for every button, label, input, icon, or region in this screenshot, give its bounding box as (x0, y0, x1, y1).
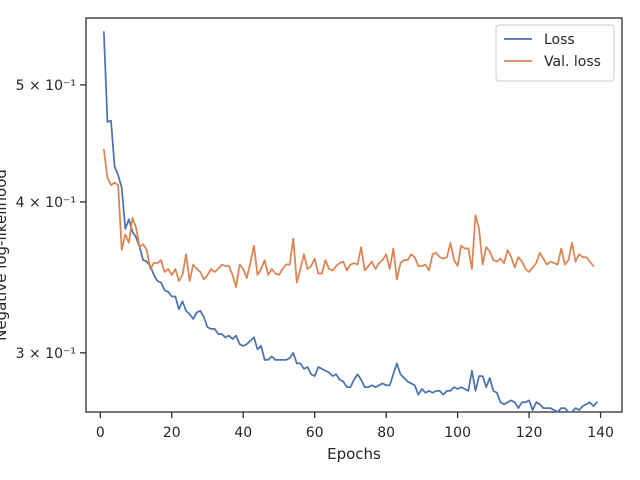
x-tick-label: 80 (377, 425, 395, 441)
series-line-1 (102, 31, 598, 413)
series-layer (102, 31, 598, 413)
x-axis-ticks: 0 20 40 60 80 100 120 140 (96, 412, 614, 441)
y-axis-ticks: 3 × 10⁻¹ 4 × 10⁻¹ 5 × 10⁻¹ (16, 78, 86, 362)
legend-label: Val. loss (544, 54, 601, 70)
x-tick-label: 120 (516, 425, 543, 441)
x-axis-label: Epochs (327, 445, 381, 463)
y-axis-label: Negative log-likelihood (0, 169, 10, 341)
x-tick-label: 20 (163, 425, 181, 441)
plot-area (85, 17, 623, 413)
x-tick-label: 140 (587, 425, 614, 441)
y-tick-label: 3 × 10⁻¹ (16, 346, 76, 362)
x-tick-label: 40 (234, 425, 252, 441)
legend: Loss Val. loss (495, 24, 615, 82)
axes-frame (85, 17, 623, 413)
series-line-2 (102, 148, 595, 289)
y-tick-label: 4 × 10⁻¹ (16, 195, 76, 211)
legend-label: Loss (544, 32, 575, 48)
x-tick-label: 0 (96, 425, 105, 441)
x-tick-label: 60 (306, 425, 324, 441)
x-tick-label: 100 (444, 425, 471, 441)
y-tick-label: 5 × 10⁻¹ (16, 78, 76, 94)
